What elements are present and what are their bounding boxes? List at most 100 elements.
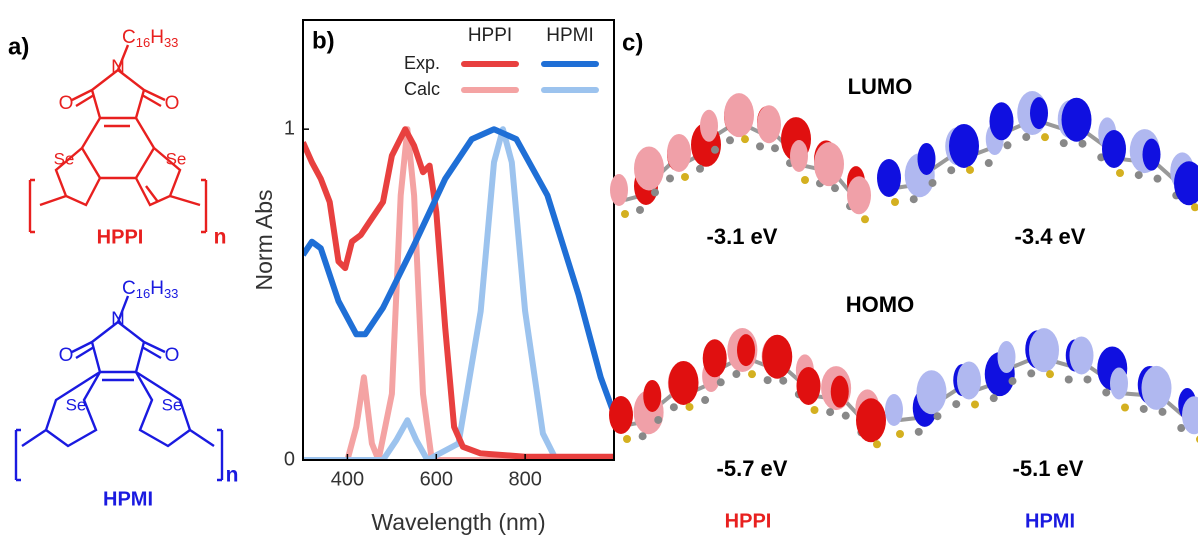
atom: O [59, 93, 74, 114]
lobe [667, 133, 691, 172]
atom [1022, 133, 1031, 142]
atom [909, 195, 918, 204]
atom [669, 403, 678, 412]
atom [841, 411, 850, 420]
orbital-label: HOMO [846, 292, 914, 317]
atom [1059, 139, 1068, 148]
panel-label: a) [8, 33, 29, 60]
atom [1078, 139, 1087, 148]
line-series [303, 126, 614, 460]
atom [810, 405, 819, 414]
lobe [997, 341, 1016, 374]
atom [666, 174, 674, 183]
legend-column: HPPI [468, 25, 512, 46]
atom [1041, 133, 1049, 142]
atom [1046, 370, 1054, 379]
atom [636, 205, 644, 214]
atom [701, 396, 710, 405]
atom [861, 215, 869, 224]
repeat: n [214, 226, 227, 249]
plot [303, 126, 614, 460]
atom [1121, 403, 1129, 412]
energy: -5.1 eV [1013, 456, 1084, 481]
polymer-name: HPPI [725, 510, 772, 532]
lobe [610, 174, 628, 206]
lobe [885, 394, 903, 426]
lobe [917, 142, 936, 175]
atom [748, 370, 756, 379]
lobe [1110, 367, 1128, 400]
atom [1158, 407, 1167, 416]
atom [947, 166, 956, 175]
hppi-structure: C16H33 N O O Se Se n HPPI [28, 27, 227, 249]
lobe [1061, 97, 1092, 142]
lobe [830, 375, 849, 408]
atom [831, 184, 839, 193]
lobe [877, 159, 901, 197]
chart: 400 600 800 0 1 Wavelength (nm) Norm Abs b) HPPI… [251, 19, 615, 535]
lobe [1030, 97, 1048, 130]
lobe [668, 360, 699, 405]
lobe [790, 139, 808, 172]
atom [1153, 174, 1162, 183]
lobe [1069, 336, 1094, 375]
atom [971, 400, 979, 409]
atom [651, 188, 659, 197]
lobe [1029, 328, 1059, 373]
atom [891, 198, 899, 206]
repeat: n [226, 464, 239, 487]
atom [952, 400, 961, 409]
panel-label: c) [622, 29, 643, 56]
lobe [737, 334, 755, 367]
hpmi-structure: C16H33 N O O Se Se n HPMI [14, 278, 239, 510]
lobe [702, 339, 727, 378]
atom [933, 412, 942, 421]
atom [1139, 404, 1148, 413]
y-tick-label: 0 [284, 448, 295, 470]
x-axis-label: Wavelength (nm) [371, 509, 545, 535]
lobe [916, 370, 947, 415]
x-tick-label: 400 [331, 468, 364, 490]
y-axis-label: Norm Abs [251, 190, 277, 291]
atom [1134, 171, 1143, 180]
substituent: C16H33 [122, 278, 178, 301]
lobe [762, 334, 793, 379]
legend-row: Calc [404, 79, 440, 99]
atom: N [111, 57, 125, 78]
atom [873, 440, 881, 449]
atom [896, 430, 904, 438]
lobe [847, 176, 871, 215]
atom [914, 427, 923, 436]
atom [826, 408, 835, 417]
lobe [989, 102, 1014, 141]
atom: O [165, 93, 180, 114]
orbitals [609, 91, 1198, 449]
legend-row: Exp. [404, 53, 440, 73]
polymer-name: HPPI [97, 226, 144, 248]
atom [928, 178, 937, 187]
atom [984, 159, 993, 168]
atom [638, 432, 647, 441]
atom [1102, 388, 1111, 397]
lobe [1142, 138, 1161, 171]
energy: -3.4 eV [1015, 224, 1086, 249]
atom [756, 142, 764, 151]
atom [1027, 369, 1036, 378]
atom [741, 135, 749, 144]
atom [685, 402, 694, 411]
lobe [634, 146, 664, 191]
polymer-name: HPMI [103, 488, 153, 510]
energy: -5.7 eV [717, 456, 788, 481]
atom [1177, 424, 1186, 433]
x-tick-label: 600 [420, 468, 453, 490]
line-series [303, 126, 614, 460]
atom [779, 376, 788, 385]
atom [726, 136, 734, 145]
atom [1191, 203, 1198, 212]
lobe [757, 105, 781, 144]
lobe [1141, 365, 1172, 410]
lobe [796, 366, 821, 405]
atom: Se [162, 395, 183, 414]
y-tick-label: 1 [284, 117, 295, 139]
